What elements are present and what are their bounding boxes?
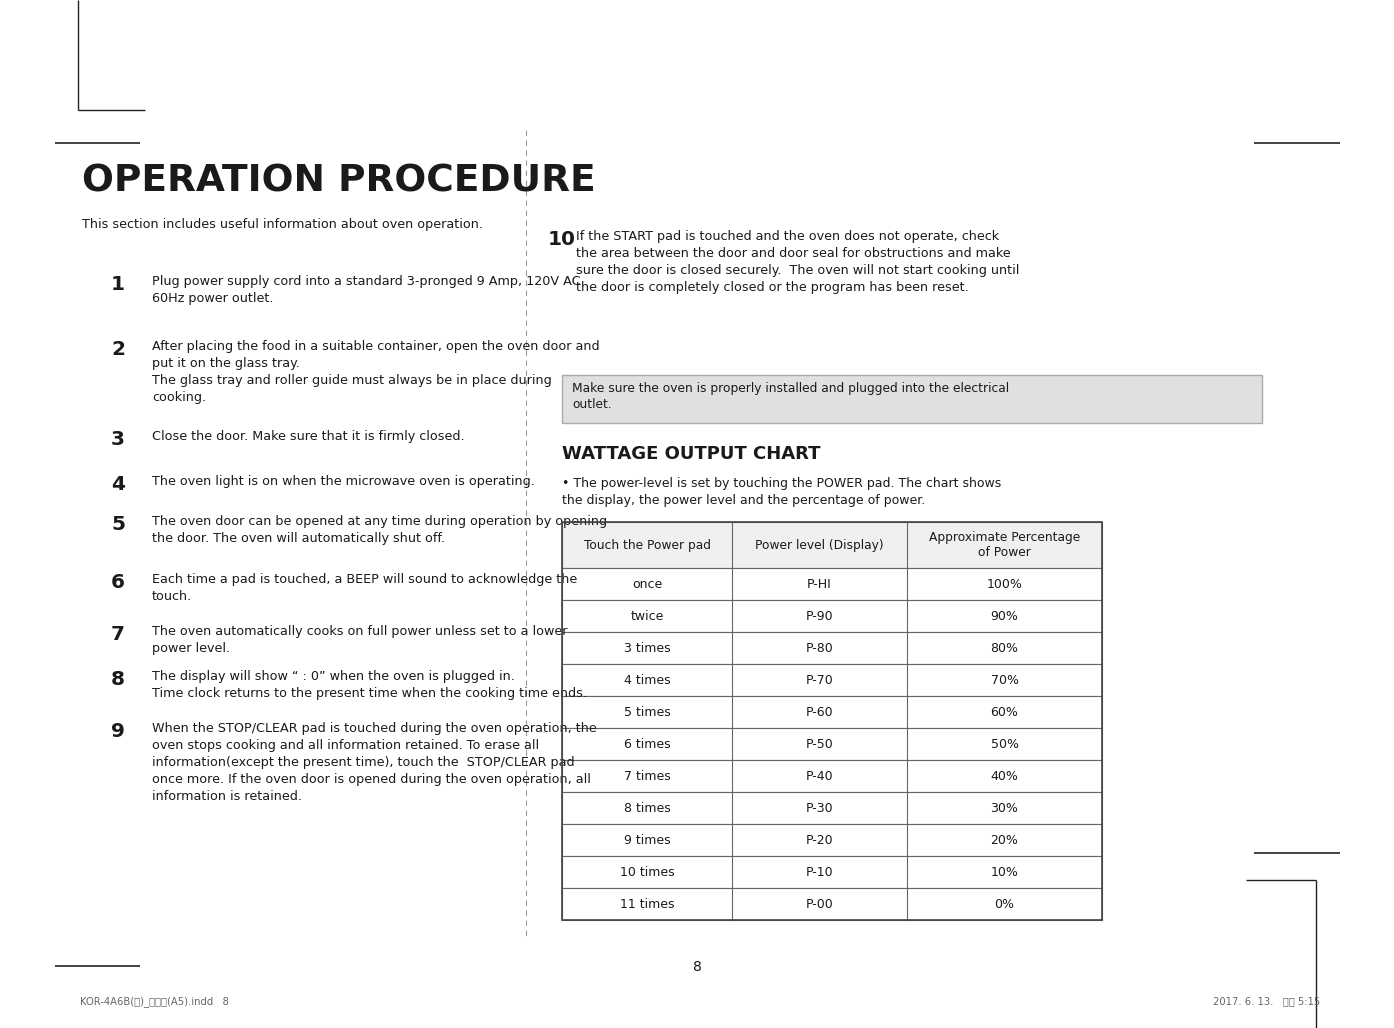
Text: twice: twice xyxy=(630,610,664,623)
Bar xyxy=(562,792,1103,824)
Bar xyxy=(562,522,1103,920)
Text: Plug power supply cord into a standard 3-pronged 9 Amp, 120V AC
60Hz power outle: Plug power supply cord into a standard 3… xyxy=(152,276,581,305)
Text: 70%: 70% xyxy=(991,673,1019,687)
Text: 0%: 0% xyxy=(994,897,1015,911)
Text: Touch the Power pad: Touch the Power pad xyxy=(584,539,711,551)
Text: P-90: P-90 xyxy=(806,610,834,623)
Text: 30%: 30% xyxy=(991,802,1019,814)
Text: P-20: P-20 xyxy=(806,834,834,846)
Text: The oven automatically cooks on full power unless set to a lower
power level.: The oven automatically cooks on full pow… xyxy=(152,625,567,655)
Bar xyxy=(562,568,1103,600)
Bar xyxy=(562,600,1103,632)
Text: once: once xyxy=(631,578,662,590)
Text: WATTAGE OUTPUT CHART: WATTAGE OUTPUT CHART xyxy=(562,445,821,463)
Bar xyxy=(562,888,1103,920)
Text: 7: 7 xyxy=(112,625,125,644)
Text: 40%: 40% xyxy=(991,770,1019,782)
Text: 7 times: 7 times xyxy=(623,770,671,782)
Text: 2017. 6. 13.   오후 5:15: 2017. 6. 13. 오후 5:15 xyxy=(1213,996,1320,1006)
Bar xyxy=(562,824,1103,856)
Text: 50%: 50% xyxy=(991,737,1019,750)
Text: This section includes useful information about oven operation.: This section includes useful information… xyxy=(82,218,482,231)
Text: 4: 4 xyxy=(112,475,125,494)
Text: 3 times: 3 times xyxy=(623,641,671,655)
Text: Close the door. Make sure that it is firmly closed.: Close the door. Make sure that it is fir… xyxy=(152,430,464,443)
Text: P-60: P-60 xyxy=(806,705,834,719)
Text: 5 times: 5 times xyxy=(623,705,671,719)
Text: 2: 2 xyxy=(112,340,125,359)
Text: 6 times: 6 times xyxy=(623,737,671,750)
Text: Approximate Percentage
of Power: Approximate Percentage of Power xyxy=(928,530,1080,559)
Text: 90%: 90% xyxy=(991,610,1019,623)
Text: 80%: 80% xyxy=(991,641,1019,655)
Text: 11 times: 11 times xyxy=(620,897,675,911)
Text: 20%: 20% xyxy=(991,834,1019,846)
Text: 5: 5 xyxy=(112,515,125,534)
Bar xyxy=(562,632,1103,664)
Text: OPERATION PROCEDURE: OPERATION PROCEDURE xyxy=(82,163,595,199)
Text: P-50: P-50 xyxy=(806,737,834,750)
Bar xyxy=(562,856,1103,888)
Text: P-40: P-40 xyxy=(806,770,834,782)
Text: 100%: 100% xyxy=(987,578,1022,590)
Bar xyxy=(562,375,1262,423)
Text: The oven door can be opened at any time during operation by opening
the door. Th: The oven door can be opened at any time … xyxy=(152,515,608,545)
Text: P-HI: P-HI xyxy=(807,578,832,590)
Text: P-80: P-80 xyxy=(806,641,834,655)
Bar xyxy=(562,522,1103,568)
Text: 10: 10 xyxy=(548,230,576,249)
Text: If the START pad is touched and the oven does not operate, check
the area betwee: If the START pad is touched and the oven… xyxy=(576,230,1019,294)
Text: The oven light is on when the microwave oven is operating.: The oven light is on when the microwave … xyxy=(152,475,535,488)
Bar xyxy=(562,664,1103,696)
Text: 10%: 10% xyxy=(991,866,1019,879)
Text: When the STOP/CLEAR pad is touched during the oven operation, the
oven stops coo: When the STOP/CLEAR pad is touched durin… xyxy=(152,722,597,803)
Text: 4 times: 4 times xyxy=(623,673,671,687)
Text: P-30: P-30 xyxy=(806,802,834,814)
Text: • The power-level is set by touching the POWER pad. The chart shows
the display,: • The power-level is set by touching the… xyxy=(562,477,1001,507)
Text: 1: 1 xyxy=(112,276,125,294)
Text: Make sure the oven is properly installed and plugged into the electrical
outlet.: Make sure the oven is properly installed… xyxy=(572,382,1009,411)
Text: P-10: P-10 xyxy=(806,866,834,879)
Text: 3: 3 xyxy=(112,430,125,449)
Bar xyxy=(562,522,1103,568)
Text: P-70: P-70 xyxy=(806,673,834,687)
Text: 60%: 60% xyxy=(991,705,1019,719)
Text: P-00: P-00 xyxy=(806,897,834,911)
Text: 6: 6 xyxy=(112,573,125,592)
Bar xyxy=(562,696,1103,728)
Text: After placing the food in a suitable container, open the oven door and
put it on: After placing the food in a suitable con… xyxy=(152,340,599,404)
Text: The display will show “ : 0” when the oven is plugged in.
Time clock returns to : The display will show “ : 0” when the ov… xyxy=(152,670,587,700)
Text: Power level (Display): Power level (Display) xyxy=(756,539,884,551)
Text: 8: 8 xyxy=(112,670,125,689)
Text: 8: 8 xyxy=(693,960,701,974)
Text: 9: 9 xyxy=(112,722,125,741)
Text: 9 times: 9 times xyxy=(623,834,671,846)
Text: Each time a pad is touched, a BEEP will sound to acknowledge the
touch.: Each time a pad is touched, a BEEP will … xyxy=(152,573,577,603)
Bar xyxy=(562,728,1103,760)
Text: 8 times: 8 times xyxy=(623,802,671,814)
Text: 10 times: 10 times xyxy=(620,866,675,879)
Text: KOR-4A6B(영)_미주향(A5).indd   8: KOR-4A6B(영)_미주향(A5).indd 8 xyxy=(79,996,229,1006)
Bar xyxy=(562,760,1103,792)
